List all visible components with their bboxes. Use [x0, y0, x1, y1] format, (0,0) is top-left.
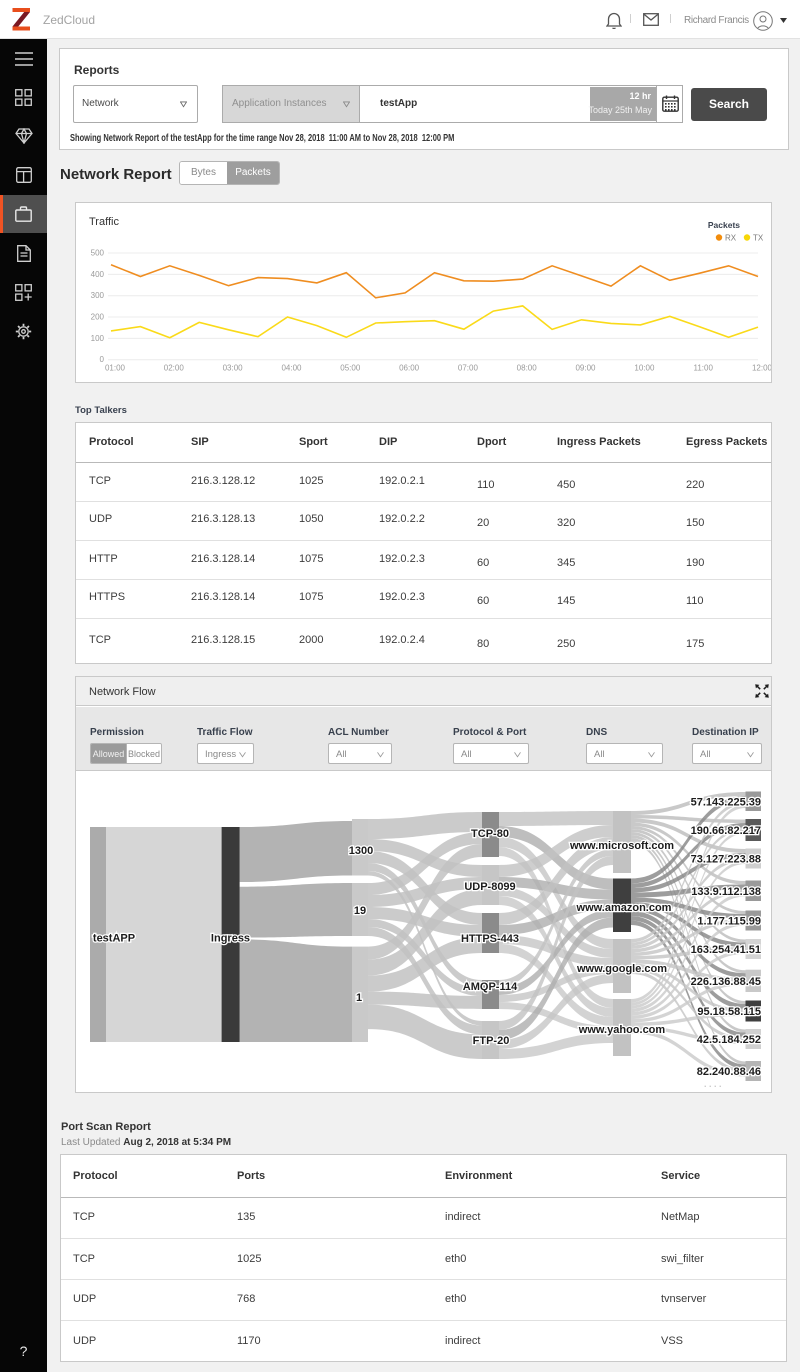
svg-text:190.66.82.217: 190.66.82.217 — [691, 825, 761, 837]
svg-text:200: 200 — [91, 313, 105, 322]
svg-text:06:00: 06:00 — [399, 364, 420, 373]
svg-text:www.microsoft.com: www.microsoft.com — [569, 840, 674, 852]
svg-text:1300: 1300 — [349, 845, 373, 857]
svg-text:133.9.112.138: 133.9.112.138 — [691, 886, 761, 898]
svg-text:42.5.184.252: 42.5.184.252 — [697, 1034, 761, 1046]
svg-text:0: 0 — [100, 355, 105, 364]
svg-text:TX: TX — [753, 234, 764, 243]
svg-text:Packets: Packets — [708, 220, 740, 230]
svg-text:TCP-80: TCP-80 — [471, 828, 509, 840]
svg-text:1: 1 — [356, 992, 362, 1004]
svg-text:RX: RX — [725, 234, 737, 243]
svg-text:03:00: 03:00 — [223, 364, 244, 373]
svg-text:05:00: 05:00 — [340, 364, 361, 373]
svg-text:500: 500 — [91, 249, 105, 258]
svg-text:www.google.com: www.google.com — [576, 963, 667, 975]
svg-text:www.yahoo.com: www.yahoo.com — [578, 1024, 666, 1036]
svg-text:UDP-8099: UDP-8099 — [464, 881, 515, 893]
svg-text:226.136.88.45: 226.136.88.45 — [691, 976, 761, 988]
svg-text:. . . .: . . . . — [704, 1079, 722, 1089]
svg-text:Ingress: Ingress — [211, 933, 250, 945]
svg-text:07:00: 07:00 — [458, 364, 479, 373]
svg-text:FTP-20: FTP-20 — [473, 1035, 510, 1047]
svg-text:95.18.58.115: 95.18.58.115 — [697, 1006, 761, 1018]
svg-text:12:00: 12:00 — [752, 364, 771, 373]
svg-text:testAPP: testAPP — [93, 933, 135, 945]
svg-text:11:00: 11:00 — [693, 364, 713, 373]
svg-text:10:00: 10:00 — [634, 364, 655, 373]
svg-text:04:00: 04:00 — [281, 364, 302, 373]
svg-text:AMQP-114: AMQP-114 — [463, 981, 518, 993]
svg-text:19: 19 — [354, 905, 366, 917]
svg-text:01:00: 01:00 — [105, 364, 126, 373]
svg-text:08:00: 08:00 — [517, 364, 538, 373]
svg-text:300: 300 — [91, 291, 105, 300]
svg-text:82.240.88.46: 82.240.88.46 — [697, 1066, 761, 1078]
svg-text:09:00: 09:00 — [575, 364, 596, 373]
svg-text:163.254.41.51: 163.254.41.51 — [691, 944, 761, 956]
svg-text:1.177.115.99: 1.177.115.99 — [697, 916, 761, 928]
svg-text:www.amazon.com: www.amazon.com — [576, 902, 672, 914]
svg-text:100: 100 — [91, 334, 105, 343]
svg-text:02:00: 02:00 — [164, 364, 185, 373]
svg-text:57.143.225.39: 57.143.225.39 — [691, 796, 761, 808]
svg-text:73.127.223.88: 73.127.223.88 — [691, 854, 761, 866]
svg-text:HTTPS-443: HTTPS-443 — [461, 933, 519, 945]
svg-text:400: 400 — [91, 270, 105, 279]
